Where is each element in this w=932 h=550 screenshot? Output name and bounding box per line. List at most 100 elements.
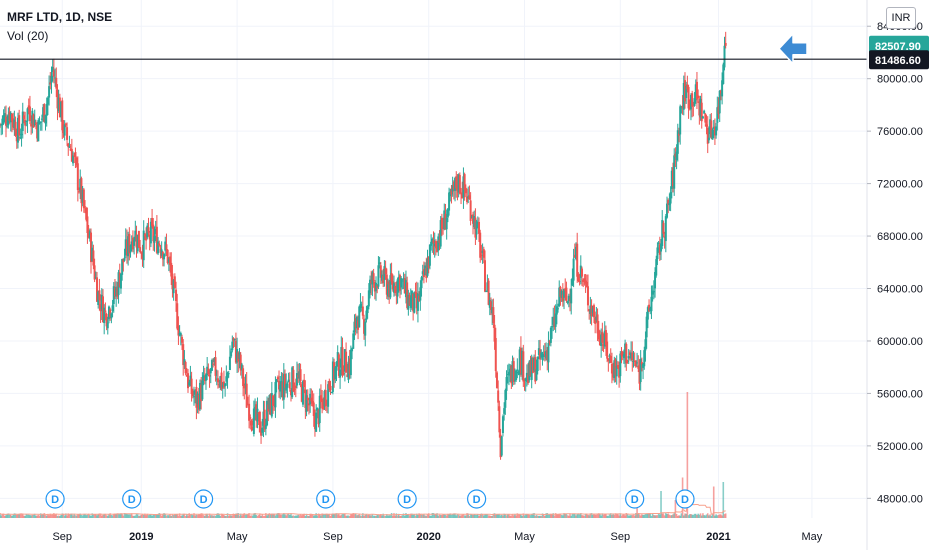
volume-bar [692,514,695,518]
volume-bar [488,515,491,518]
candle-body [491,307,494,314]
candle-body [610,364,613,374]
candle [163,253,166,267]
candle-body [717,106,720,114]
currency-button[interactable]: INR [886,7,916,29]
candle-body [8,111,11,121]
candle-body [357,320,360,330]
volume-bar [30,515,32,518]
candle [62,120,65,138]
candle [588,309,591,320]
volume-bar [357,515,359,518]
candle [548,339,551,346]
candle [437,233,440,256]
volume-bar [497,514,499,518]
candle [100,288,103,321]
volume-bar [71,513,73,518]
dividend-marker[interactable]: D [625,489,645,509]
dividend-marker[interactable]: D [122,489,142,509]
candle-body [262,411,265,426]
candle-body [573,254,576,258]
candle-body [536,356,539,372]
dividend-marker[interactable]: D [45,489,65,509]
candle-body [21,111,24,131]
candle [209,367,212,384]
volume-bar [215,513,218,518]
candle-body [264,425,267,429]
candle-body [166,249,169,263]
volume-bar [405,513,407,518]
volume-bar [280,514,283,518]
candle [478,217,481,242]
candle [279,375,282,400]
candle [674,147,677,167]
candle-body [589,305,592,314]
volume-bar [593,514,595,518]
volume-bar [254,513,256,518]
volume-bar [196,515,199,518]
volume-bar [262,515,265,518]
volume-bar [199,514,201,518]
volume-bar [477,514,479,518]
volume-bar [219,515,222,518]
candle-body [548,340,551,344]
volume-bar [84,514,86,518]
volume-bar [481,514,484,518]
volume-bar [585,514,588,518]
volume-bar [596,513,599,518]
volume-bar [348,515,351,518]
volume-bar [298,515,301,518]
candle [346,363,349,378]
candle [534,350,537,385]
candle-body [341,347,344,376]
volume-bar [560,515,563,518]
candle-body [450,188,453,195]
volume-bar [92,514,95,518]
dividend-marker[interactable]: D [675,489,695,509]
volume-bar [694,513,697,518]
volume-bar [288,515,291,518]
dividend-marker[interactable]: D [316,489,336,509]
candle-body [104,310,107,312]
volume-bar [44,515,47,518]
candle-body [389,275,392,298]
candle-body [388,281,391,298]
candle [449,188,452,202]
candle [148,230,151,251]
volume-bar [286,514,289,518]
volume-bar [157,514,159,518]
candle [448,187,451,216]
volume-bar [375,515,377,518]
candle-body [7,115,10,126]
volume-bar [77,514,79,518]
candle-body [72,155,75,164]
candle [86,207,89,244]
volume-bar [528,514,531,518]
candle [426,249,429,278]
dividend-marker[interactable]: D [397,489,417,509]
candle [194,389,197,404]
candle-body [469,200,472,221]
candle-body [365,310,368,320]
volume-bar [517,514,520,518]
candle [672,162,675,193]
candle-body [62,127,65,134]
candle [539,339,542,371]
legend-title: MRF LTD, 1D, NSE [7,10,113,24]
candle [112,282,115,313]
candle-body [385,274,388,295]
candle-body [202,375,205,381]
volume-bar [668,514,671,518]
candle-body [303,379,306,388]
candle-body [31,110,34,124]
candle-body [270,393,273,417]
candle-body [213,358,216,363]
candle-body [522,351,525,382]
dividend-marker[interactable]: D [467,489,487,509]
volume-bar [273,513,276,518]
volume-bar [482,515,485,518]
candle [451,176,454,197]
dividend-marker[interactable]: D [193,489,214,509]
candle-body [231,341,234,351]
